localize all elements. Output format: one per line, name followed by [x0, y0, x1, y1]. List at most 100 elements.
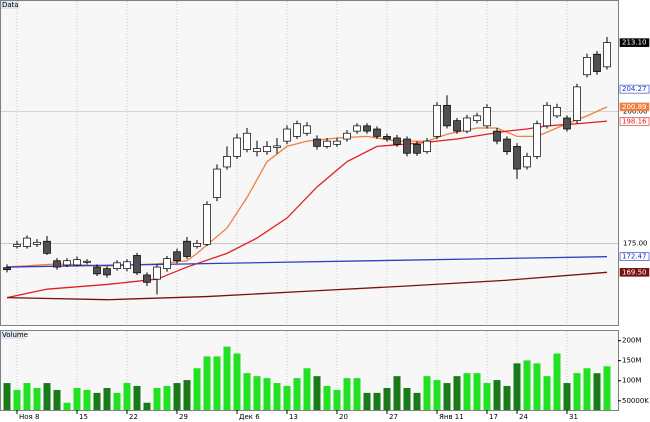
volume-bar	[303, 368, 311, 410]
volume-bar	[193, 368, 201, 410]
volume-bar	[3, 383, 11, 410]
candle-body	[263, 146, 271, 153]
x-tick-label: 20	[339, 413, 348, 421]
x-tick-label: 22	[129, 413, 138, 421]
indicator-line	[6, 271, 608, 301]
candle-body	[373, 128, 381, 137]
volume-bar	[113, 392, 121, 410]
candle-body	[413, 143, 421, 154]
volume-bar	[333, 389, 341, 410]
candle-body	[43, 240, 51, 254]
volume-bar	[453, 376, 461, 410]
volume-bar	[493, 380, 501, 410]
candle-body	[193, 242, 201, 247]
volume-bar	[293, 378, 301, 410]
candle-body	[233, 137, 241, 157]
candle-body	[223, 156, 231, 168]
candle-body	[93, 266, 101, 275]
volume-bar	[323, 385, 331, 410]
price-marker	[619, 268, 650, 277]
x-tick-label: 27	[389, 413, 398, 421]
candle-body	[513, 146, 521, 170]
candle-body	[303, 125, 311, 134]
candle-body	[3, 267, 11, 271]
candle-body	[533, 123, 541, 157]
volume-bar	[173, 383, 181, 410]
candle-body	[253, 148, 261, 153]
volume-title: Volume	[2, 331, 28, 339]
volume-bar	[423, 376, 431, 410]
x-tick-label: 31	[569, 413, 578, 421]
x-tick-label: Янв 11	[439, 413, 464, 421]
title-box	[1, 1, 19, 9]
x-tick-label: 24	[519, 413, 528, 421]
price-marker-label: 204.27	[622, 85, 647, 93]
candle-body	[543, 104, 551, 127]
volume-bar	[283, 385, 291, 410]
x-tick-label: 15	[79, 413, 88, 421]
candle-body	[63, 260, 71, 266]
price-marker-label: 200.89	[622, 103, 647, 111]
candle-body	[333, 140, 341, 145]
volume-bar	[463, 373, 471, 410]
x-tick-label: Ноя 8	[19, 413, 39, 421]
price-marker	[619, 117, 650, 126]
y-tick-label: 150M	[622, 357, 641, 365]
volume-bar	[313, 376, 321, 410]
volume-bar	[383, 387, 391, 410]
volume-bar	[353, 378, 361, 410]
volume-bar	[53, 389, 61, 410]
volume-bar	[183, 380, 191, 410]
volume-bar	[83, 389, 91, 410]
volume-bar	[523, 360, 531, 410]
candle-body	[273, 145, 281, 148]
candle-body	[393, 137, 401, 145]
x-tick-label: 29	[179, 413, 188, 421]
volume-bar	[603, 366, 611, 410]
candle-body	[83, 260, 91, 263]
price-marker-label: 213.10	[622, 39, 647, 47]
volume-bar	[93, 392, 101, 410]
volume-bar	[23, 383, 31, 410]
volume-bar	[543, 376, 551, 410]
volume-bar	[143, 402, 151, 410]
volume-bar	[253, 376, 261, 410]
chart-title: Data	[2, 1, 19, 9]
candle-body	[173, 251, 181, 262]
volume-bar	[503, 385, 511, 410]
volume-bar	[33, 387, 41, 410]
price-marker	[619, 84, 650, 94]
volume-bar	[403, 387, 411, 410]
candle-body	[33, 241, 41, 245]
candle-body	[153, 266, 161, 280]
candle-body	[493, 130, 501, 142]
volume-bar	[273, 383, 281, 410]
volume-bar	[13, 389, 21, 410]
volume-bar	[123, 383, 131, 410]
candle-body	[143, 274, 151, 283]
volume-bar	[43, 383, 51, 410]
candle-body	[213, 168, 221, 198]
volume-bar	[63, 402, 71, 410]
x-tick-label: Дек 6	[239, 413, 260, 421]
volume-bar	[593, 373, 601, 410]
y-tick-label: 200M	[622, 337, 641, 345]
candle-body	[453, 120, 461, 132]
candle-body	[443, 104, 451, 127]
candle-body	[103, 268, 111, 276]
volume-bar	[433, 380, 441, 410]
indicator-line	[6, 256, 608, 268]
volume-bar	[243, 373, 251, 410]
candle-body	[313, 138, 321, 147]
volume-bar	[233, 353, 241, 410]
volume-bar	[133, 385, 141, 410]
candle-body	[363, 125, 371, 132]
candle-body	[483, 107, 491, 127]
volume-bar	[103, 387, 111, 410]
candle-body	[383, 136, 391, 140]
candle-body	[553, 107, 561, 117]
volume-bar	[513, 363, 521, 410]
price-marker	[619, 102, 650, 112]
candle-body	[113, 262, 121, 269]
